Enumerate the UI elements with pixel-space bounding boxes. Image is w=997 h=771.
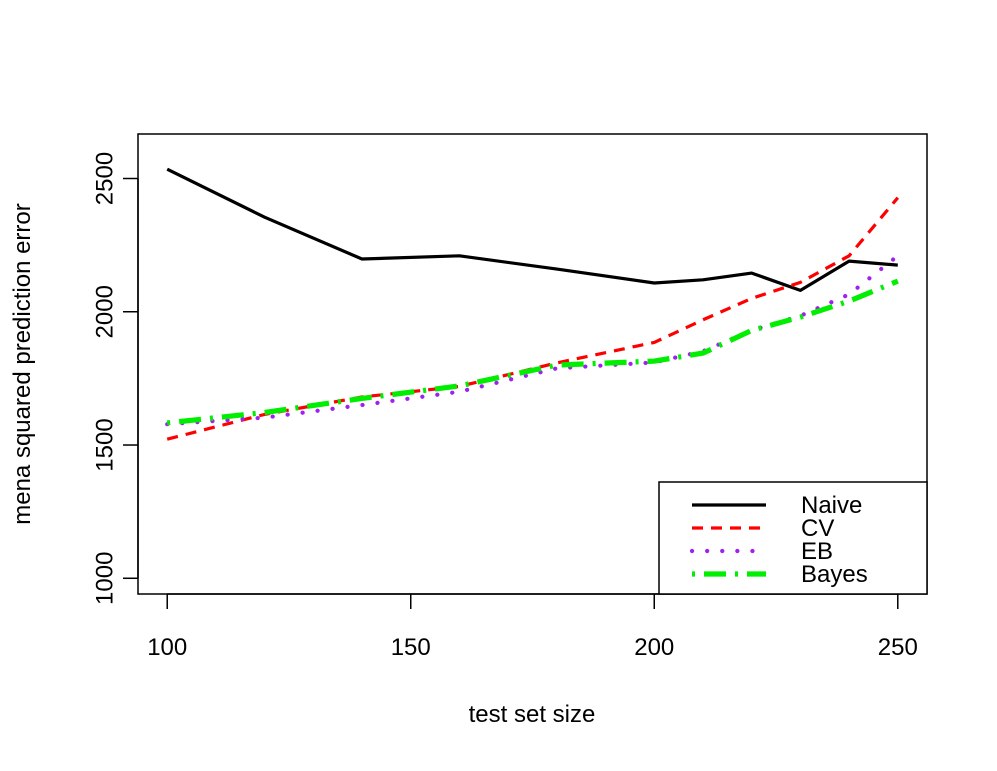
x-tick-label: 250 xyxy=(878,634,918,661)
legend-label-cv: CV xyxy=(801,515,834,542)
legend-box xyxy=(658,481,928,595)
series-line-cv xyxy=(166,196,900,441)
series-line-naive xyxy=(166,167,898,292)
legend-label-naive: Naive xyxy=(801,492,862,519)
series-line-bayes xyxy=(166,278,899,426)
y-tick-label: 1500 xyxy=(91,418,118,471)
x-axis: 100 150 200 250 xyxy=(147,593,918,661)
x-tick-label: 150 xyxy=(391,634,431,661)
y-axis-title: mena squared prediction error xyxy=(9,203,36,525)
x-tick-label: 200 xyxy=(634,634,674,661)
x-tick-label: 100 xyxy=(147,634,187,661)
legend-label-eb: EB xyxy=(801,538,833,565)
x-axis-title: test set size xyxy=(469,701,596,728)
y-tick-label: 1000 xyxy=(91,552,118,605)
y-axis: 1000 1500 2000 2500 xyxy=(91,152,139,605)
y-tick-label: 2000 xyxy=(91,285,118,338)
series-layer xyxy=(165,167,900,441)
series-line-eb xyxy=(165,253,900,427)
y-tick-label: 2500 xyxy=(91,152,118,205)
legend-label-bayes: Bayes xyxy=(801,561,868,588)
